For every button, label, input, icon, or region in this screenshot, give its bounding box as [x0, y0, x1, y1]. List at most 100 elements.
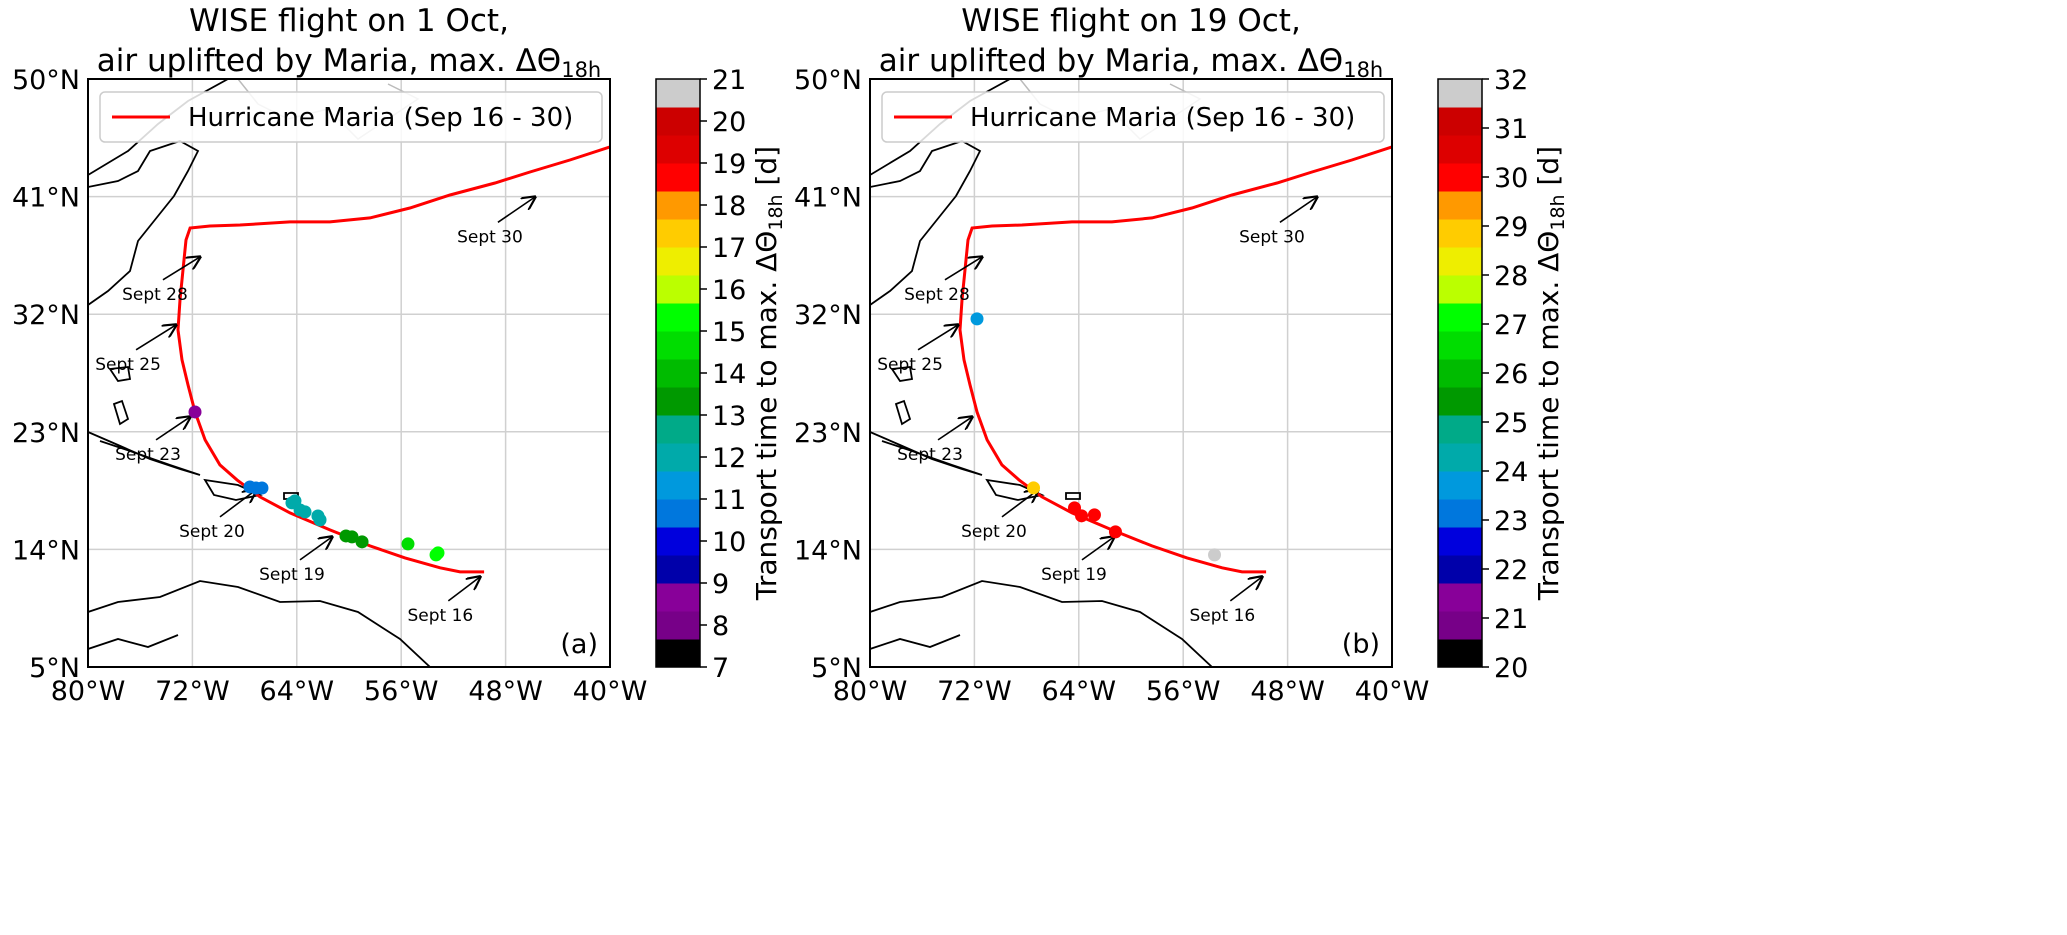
data-point [255, 481, 269, 495]
coastline [870, 140, 982, 306]
colorbar-label-subscript: 18h [1547, 194, 1569, 230]
colorbar-band [656, 219, 700, 248]
annotation-arrow [162, 257, 200, 281]
colorbar-tick-label: 17 [712, 233, 746, 264]
legend-label: Hurricane Maria (Sep 16 - 30) [188, 103, 573, 133]
coastline [88, 431, 201, 476]
y-tick-label: 14°N [12, 535, 80, 566]
title-line-2: air uplifted by Maria, max. ΔΘ18h [879, 43, 1383, 82]
colorbar-tick-label: 15 [712, 317, 746, 348]
coastline [108, 366, 132, 382]
y-tick-label: 50°N [794, 65, 862, 96]
colorbar-label: Transport time to max. ΔΘ18h [d] [750, 146, 787, 601]
title-line-1: WISE flight on 19 Oct, [961, 3, 1301, 39]
coastline [112, 399, 130, 426]
colorbar-band [656, 443, 700, 472]
y-tick-label: 14°N [794, 535, 862, 566]
colorbar-band [1438, 163, 1482, 192]
legend-label: Hurricane Maria (Sep 16 - 30) [970, 103, 1355, 133]
colorbar-band [656, 331, 700, 360]
x-tick-label: 48°W [468, 676, 543, 707]
legend-box [99, 91, 603, 143]
colorbar-band [1438, 135, 1482, 164]
annotation-label: Sept 23 [897, 445, 963, 465]
colorbar-tick-label: 30 [1494, 163, 1528, 194]
colorbar-band [656, 135, 700, 164]
annotation-arrow [497, 197, 535, 223]
annotation-label: Sept 16 [407, 606, 473, 626]
annotation-label: Sept 25 [95, 355, 161, 375]
colorbar-tick-label: 21 [1494, 604, 1528, 635]
colorbar-tick-label: 8 [712, 611, 729, 642]
y-tick-label: 5°N [811, 653, 862, 684]
colorbar-tick-label: 25 [1494, 408, 1528, 439]
coastline [88, 580, 431, 667]
data-point [188, 405, 202, 419]
annotation-arrow [219, 490, 256, 518]
colorbar-band [1438, 247, 1482, 276]
annotation-label: Sept 30 [1239, 227, 1305, 247]
colorbar-tick-label: 9 [712, 569, 729, 600]
colorbar: 7 8 9 10 11 12 13 14 15 16 17 18 19 20 21 Transport tim… [655, 65, 787, 684]
annotation-arrow [447, 577, 480, 602]
data-point [1075, 509, 1089, 523]
y-tick-label: 41°N [12, 183, 80, 214]
colorbar-tick-label: 29 [1494, 212, 1528, 243]
colorbar-tick-label: 32 [1494, 65, 1528, 96]
coastline [870, 580, 1213, 667]
map-panel-b: 80°W 72°W 64°W 56°W 48°W 40°W 5°N 14°N 23°N 32°N 4… [794, 3, 1569, 707]
colorbar-band [656, 611, 700, 640]
colorbar-tick-label: 16 [712, 275, 746, 306]
colorbar-tick-label: 7 [712, 653, 729, 684]
y-tick-label: 50°N [12, 65, 80, 96]
map-area: Sept 30 Sept 28 Sept 25 Sept 23 Sept 20 Sept … [88, 79, 610, 667]
y-tick-label: 41°N [794, 183, 862, 214]
colorbar-band [656, 415, 700, 444]
colorbar-label-text: Transport time to max. ΔΘ [750, 231, 783, 601]
y-tick-label: 23°N [12, 418, 80, 449]
title-subscript: 18h [1343, 58, 1383, 82]
hurricane-track-line [958, 145, 1392, 574]
title-text: air uplifted by Maria, max. ΔΘ [97, 43, 561, 79]
data-point [1108, 525, 1122, 539]
colorbar-band [656, 79, 700, 108]
colorbar-tick-label: 14 [712, 359, 746, 390]
data-point [970, 312, 984, 326]
panel-label: (b) [1342, 629, 1380, 660]
colorbar-band [656, 499, 700, 528]
annotation-label: Sept 23 [115, 445, 181, 465]
map-frame [87, 78, 611, 668]
x-tick-label: 80°W [833, 676, 908, 707]
colorbar-band [1438, 639, 1482, 668]
annotation-label: Sept 19 [1041, 565, 1107, 585]
colorbar-band [656, 387, 700, 416]
colorbar-band [1438, 555, 1482, 584]
data-point [345, 530, 359, 544]
colorbar-band [1438, 387, 1482, 416]
colorbar-band [1438, 191, 1482, 220]
colorbar-band [656, 303, 700, 332]
x-tick-label: 56°W [1146, 676, 1221, 707]
colorbar-label-unit: [d] [750, 146, 783, 195]
data-point [1087, 508, 1101, 522]
colorbar-tick-label: 31 [1494, 114, 1528, 145]
annotation-arrow [135, 325, 176, 351]
colorbar: 20 21 22 23 24 25 26 27 28 29 30 31 32 Transport time… [1437, 65, 1569, 684]
colorbar-band [656, 527, 700, 556]
panel-label: (a) [560, 629, 598, 660]
data-point [431, 546, 445, 560]
coastline [88, 140, 200, 306]
annotation-arrow [944, 257, 982, 281]
colorbar-band [656, 191, 700, 220]
annotation-arrow [1279, 197, 1317, 223]
colorbar-label: Transport time to max. ΔΘ18h [d] [1532, 146, 1569, 601]
coastline [1065, 492, 1081, 500]
colorbar-label-unit: [d] [1532, 146, 1565, 195]
colorbar-band [656, 107, 700, 136]
title-subscript: 18h [561, 58, 601, 82]
annotation-label: Sept 30 [457, 227, 523, 247]
data-point [401, 537, 415, 551]
annotation-arrow [937, 417, 972, 441]
y-tick-label: 23°N [794, 418, 862, 449]
